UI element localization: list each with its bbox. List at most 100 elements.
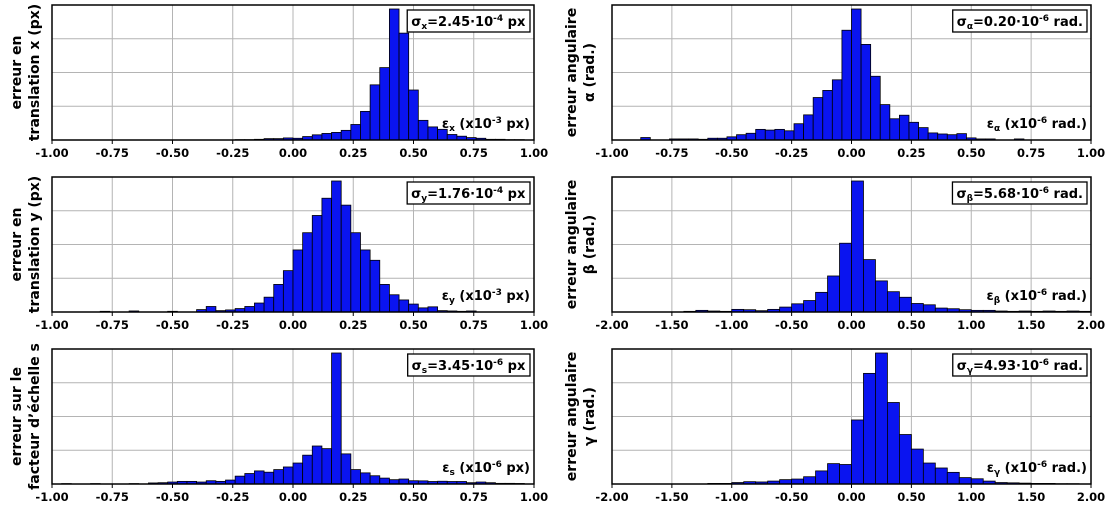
histogram-bar [831, 79, 843, 141]
x-tick-label: -0.75 [96, 490, 129, 504]
x-tick-label: -0.50 [156, 146, 189, 160]
histogram-bar [311, 134, 323, 141]
x-tick-label: 0.25 [339, 146, 367, 160]
x-tick-label: 0.50 [897, 490, 925, 504]
y-axis-label-line-2: facteur d’échelle s [27, 343, 43, 490]
x-tick-label: 0.50 [399, 490, 427, 504]
sigma-box [951, 181, 1088, 205]
histogram-panel-2: -1.00 -0.75 -0.50 -0.25 0.00 0.25 0.50 0.75 1.00… [564, 4, 1105, 160]
x-tick-label: 0.75 [460, 318, 488, 332]
histogram-bar [311, 215, 323, 313]
x-tick-label: 0.00 [279, 490, 307, 504]
histogram-bar [918, 127, 929, 141]
histogram-bar [922, 304, 936, 313]
histogram-bar [244, 306, 255, 313]
x-tick-label: -0.25 [216, 490, 249, 504]
histogram-bar [273, 469, 284, 485]
histogram-bar [970, 478, 984, 485]
histogram-bar [791, 303, 805, 313]
sigma-exponent: -4 [493, 186, 503, 196]
x-tick-label: 0.00 [279, 318, 307, 332]
sigma-symbol: σ [957, 15, 967, 30]
histogram-bar [774, 128, 785, 141]
x-tick-label: 0.00 [279, 146, 307, 160]
x-tick-label: 1.50 [1017, 318, 1045, 332]
x-tick-label: 1.00 [520, 318, 548, 332]
x-axis-label: εβ (x10-6 rad.) [986, 288, 1087, 306]
x-tick-label: 1.00 [1077, 146, 1105, 160]
histogram-bar [889, 118, 900, 141]
histogram-bar [321, 448, 332, 485]
sigma-subscript: β [967, 194, 974, 204]
histogram-bar [331, 180, 342, 313]
x-tick-label: 0.75 [1017, 146, 1045, 160]
histogram-bar [205, 306, 217, 313]
sigma-subscript: x [421, 22, 427, 32]
x-tick-label: -0.25 [775, 146, 808, 160]
y-axis-label-line-2: α (rad.) [582, 43, 598, 102]
sigma-unit: rad. [1049, 359, 1083, 374]
x-tick-label: -1.00 [715, 490, 748, 504]
x-tick-label: -0.50 [715, 146, 748, 160]
sigma-subscript: y [421, 194, 427, 204]
y-axis-label-line-1: erreur angulaire [564, 180, 580, 309]
histogram-bar [803, 300, 816, 313]
sigma-unit: rad. [1049, 15, 1083, 30]
sigma-annotation: σx=2.45·10-4 px [406, 9, 531, 33]
histogram-bar [282, 466, 294, 485]
histogram-bar [360, 110, 371, 141]
histogram-bar [408, 89, 419, 141]
histogram-bar [340, 453, 352, 485]
svg-text:σx=2.45·10-4 px: σx=2.45·10-4 px [411, 14, 526, 32]
x-tick-label: 0.00 [837, 146, 865, 160]
histogram-bar [234, 475, 246, 485]
histogram-bar [360, 472, 371, 485]
histogram-bar [736, 134, 747, 141]
x-tick-label: 0.25 [339, 490, 367, 504]
histogram-bar [340, 129, 352, 141]
y-axis-label-line-1: erreur angulaire [564, 352, 580, 481]
sigma-annotation: σβ=5.68·10-6 rad. [951, 181, 1088, 205]
x-tick-label: -0.50 [156, 318, 189, 332]
histogram-bar [812, 97, 824, 141]
histogram-bar [827, 275, 840, 313]
histogram-bar [369, 84, 381, 141]
sigma-value: =5.68·10 [973, 187, 1039, 202]
histogram-bar [908, 121, 919, 141]
histogram-bar [340, 204, 352, 313]
histogram-bar [803, 476, 816, 485]
histogram-bar [946, 471, 960, 485]
sigma-value: =3.45·10 [427, 359, 493, 374]
histogram-bar [331, 132, 342, 141]
sigma-value: =2.45·10 [427, 15, 493, 30]
histogram-bar [899, 296, 912, 313]
histogram-bar [292, 249, 304, 313]
histogram-bar [321, 133, 332, 141]
histogram-panel-1: -1.00 -0.75 -0.50 -0.25 0.00 0.25 0.50 0.75 1.00… [9, 4, 548, 160]
histogram-bar [369, 475, 381, 485]
histogram-bar [875, 352, 888, 485]
histogram-bar [841, 29, 852, 141]
y-axis-label-line-1: erreur sur le [9, 367, 25, 466]
x-tick-label: -1.50 [655, 318, 688, 332]
x-tick-label: -0.25 [216, 318, 249, 332]
histogram-bar [764, 129, 776, 141]
histogram-bar [851, 419, 864, 485]
svg-text:σβ=5.68·10-6 rad.: σβ=5.68·10-6 rad. [956, 186, 1083, 204]
sigma-exponent: -6 [1039, 14, 1049, 24]
x-tick-label: 0.75 [460, 146, 488, 160]
histogram-bar [755, 128, 766, 141]
sigma-value: =0.20·10 [973, 15, 1039, 30]
y-axis-label-line-2: translation y (px) [27, 176, 43, 313]
histogram-bar [273, 284, 284, 313]
histogram-bar [254, 302, 265, 313]
histogram-bar [263, 471, 275, 485]
histogram-bar [946, 134, 958, 141]
histogram-bar [784, 130, 795, 141]
x-tick-label: -0.50 [775, 318, 808, 332]
x-tick-label: 0.25 [339, 318, 367, 332]
x-tick-label: -0.50 [156, 490, 189, 504]
sigma-symbol: σ [412, 359, 422, 374]
x-tick-label: -0.25 [216, 146, 249, 160]
x-tick-label: 1.00 [957, 318, 985, 332]
